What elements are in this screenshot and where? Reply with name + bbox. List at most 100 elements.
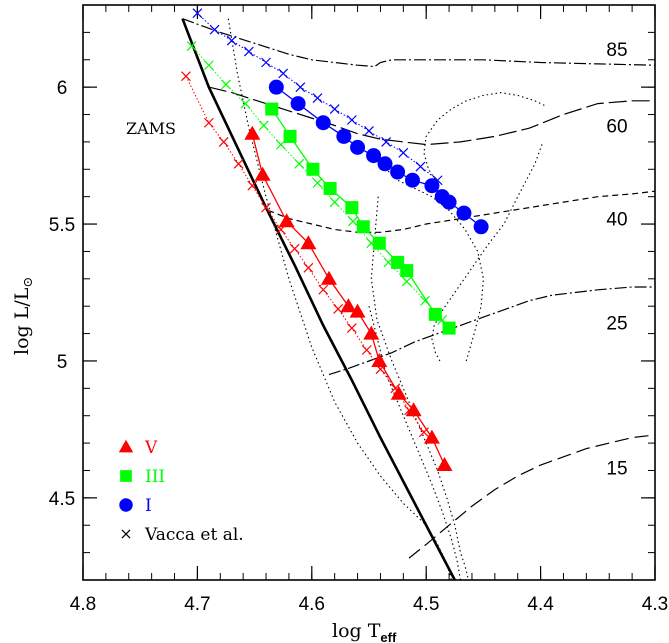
vacca-point (247, 180, 258, 191)
legend-label-v: V (144, 438, 158, 458)
vacca-points (181, 8, 448, 438)
series-v-point (436, 457, 453, 471)
y-tick-label: 5 (57, 352, 68, 373)
series-iii-point (356, 220, 370, 234)
x-tick-label: 4.3 (642, 594, 668, 615)
track-40-label: 40 (606, 210, 627, 231)
x-tick-label: 4.4 (527, 594, 554, 615)
series-i-point (315, 115, 331, 131)
y-axis-title-main: log L/L (11, 287, 33, 355)
vacca-point (203, 60, 214, 71)
series-v-point (340, 298, 357, 313)
vacca-point (381, 136, 392, 147)
series-i-point (336, 128, 352, 144)
series-i-point (473, 219, 489, 235)
series-i-point (390, 164, 406, 180)
series-iii-point (323, 181, 337, 195)
vacca-point (186, 41, 197, 51)
y-tick-label: 5.5 (49, 215, 75, 236)
track-60-line (208, 86, 655, 146)
series-i-point (456, 205, 472, 221)
vacca-point (261, 57, 271, 68)
series-v-point (363, 325, 380, 340)
series-v-point (300, 235, 317, 250)
y-axis-title: log L/L⊙ (11, 277, 36, 355)
vacca-point (312, 93, 323, 104)
isochrone-line (431, 141, 544, 362)
vacca-point (240, 98, 251, 109)
vacca-point (181, 71, 191, 82)
vacca-point (418, 427, 429, 438)
series-v-point (320, 270, 337, 285)
x-tick-label: 4.8 (70, 594, 96, 615)
track-85-label: 85 (606, 40, 627, 61)
y-tick-label: 4.5 (49, 489, 75, 510)
vacca-point (329, 197, 340, 208)
series-v-point (371, 352, 388, 367)
vacca-point (243, 46, 254, 57)
vacca-point (415, 161, 426, 172)
legend-marker-vacca-et-al- (121, 529, 131, 539)
series-i-point (424, 178, 440, 194)
series-i-point (350, 139, 366, 155)
vacca-point (346, 323, 357, 334)
series-i-point (290, 96, 306, 112)
vacca-point (209, 24, 220, 35)
series-iii-point (283, 129, 297, 143)
vacca-point (261, 202, 271, 213)
series-v-point (278, 213, 295, 228)
track-15-label: 15 (606, 459, 627, 480)
plot-frame (82, 4, 656, 581)
isochrone-line (227, 18, 452, 581)
series-i-point (441, 194, 457, 210)
y-tick-label: 6 (57, 78, 68, 99)
series-iii-point (306, 162, 320, 176)
y-axis-title-sub: ⊙ (21, 277, 36, 288)
track-40-line (268, 190, 656, 233)
track-85-line (182, 18, 656, 68)
zams-line (181, 18, 456, 581)
data-series (244, 79, 489, 471)
vacca-point (348, 216, 358, 227)
series-i-point (377, 156, 393, 172)
series-i-point (404, 172, 420, 188)
track-60-label: 60 (606, 116, 627, 137)
x-tick-label: 4.7 (184, 594, 210, 615)
series-iii-point (400, 264, 414, 278)
vacca-point (226, 35, 237, 46)
x-axis-title-sub: eff (380, 630, 397, 643)
legend-label-iii: III (145, 467, 165, 487)
legend-label-i: I (145, 496, 152, 516)
x-tick-label: 4.6 (299, 594, 325, 615)
vacca-point (361, 345, 372, 355)
series-v-point (423, 429, 440, 444)
isochrone-line (370, 196, 470, 581)
series-v-point (254, 166, 271, 181)
x-axis-title: log Teff (332, 620, 397, 643)
zams-line-group (181, 18, 456, 581)
vacca-point (221, 79, 231, 90)
vacca-point (303, 262, 314, 273)
series-v-point (244, 125, 261, 140)
legend-marker-iii (120, 470, 132, 482)
evolutionary-tracks: 85 60 40 25 15 (182, 18, 656, 559)
vacca-point (258, 120, 269, 131)
legend-marker-i (119, 498, 133, 512)
axis-ticks: 4.8 4.7 4.6 4.5 4.4 4.3 4.5 5 5.5 6 (49, 4, 668, 615)
vacca-point (203, 117, 214, 128)
vacca-point (295, 82, 306, 93)
vacca-point (401, 276, 412, 287)
legend-marker-v (118, 439, 134, 453)
vacca-point (278, 68, 289, 79)
series-iii-point (265, 102, 279, 116)
x-tick-label: 4.5 (413, 594, 439, 615)
vacca-point (312, 178, 323, 188)
series-v-point (349, 303, 366, 318)
x-axis-title-main: log T (332, 620, 381, 642)
series-i-point (268, 79, 284, 95)
series-iii-point (428, 307, 442, 321)
legend-label-vacca-et-al-: Vacca et al. (144, 525, 244, 545)
track-25-label: 25 (606, 314, 627, 335)
